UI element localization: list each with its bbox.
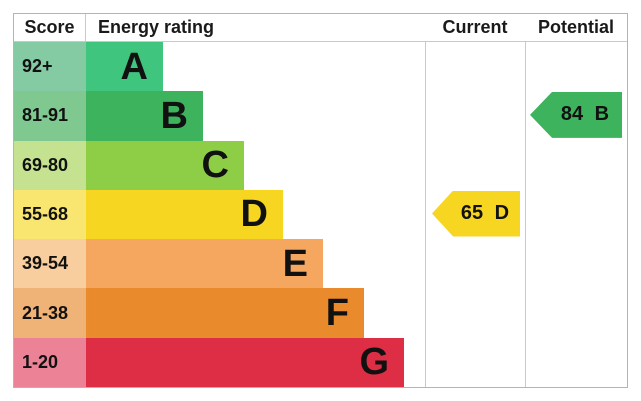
current-column: 65 D: [425, 14, 526, 387]
band-row-b: 81-91 B: [14, 91, 627, 141]
band-row-e: 39-54 E: [14, 239, 627, 289]
band-score-range: 81-91: [14, 91, 86, 141]
energy-rating-column-header: Energy rating: [98, 17, 215, 37]
band-bar: B: [86, 91, 203, 141]
band-row-g: 1-20 G: [14, 337, 627, 387]
band-score-range: 21-38: [14, 288, 86, 338]
band-score-range: 55-68: [14, 189, 86, 240]
band-bar: F: [86, 288, 364, 338]
band-bar: A: [86, 42, 163, 92]
potential-column: 84 B: [525, 14, 628, 387]
band-row-c: 69-80 C: [14, 140, 627, 190]
band-row-a: 92+ A: [14, 42, 627, 92]
current-rating-arrow: 65 D: [432, 190, 520, 237]
band-score-range: 92+: [14, 42, 86, 92]
band-row-f: 21-38 F: [14, 288, 627, 338]
current-column-header: Current: [442, 17, 508, 37]
band-row-d: 55-68 D: [14, 189, 627, 240]
band-bar: E: [86, 239, 323, 289]
band-bar: D: [86, 189, 283, 240]
potential-column-header: Potential: [537, 17, 614, 37]
band-bar: G: [86, 337, 404, 387]
band-bar: C: [86, 140, 244, 190]
band-rows: 92+ A 81-91 B 69-80 C 55-68 D 39-54 E 21…: [14, 42, 627, 387]
band-score-range: 69-80: [14, 140, 86, 190]
band-score-range: 39-54: [14, 239, 86, 289]
table-header-row: Score Energy rating Current Potential: [14, 14, 627, 42]
band-score-range: 1-20: [14, 337, 86, 387]
score-column-header: Score: [14, 14, 86, 41]
potential-rating-arrow: 84 B: [530, 91, 622, 138]
epc-table: Score Energy rating Current Potential 92…: [13, 13, 628, 388]
